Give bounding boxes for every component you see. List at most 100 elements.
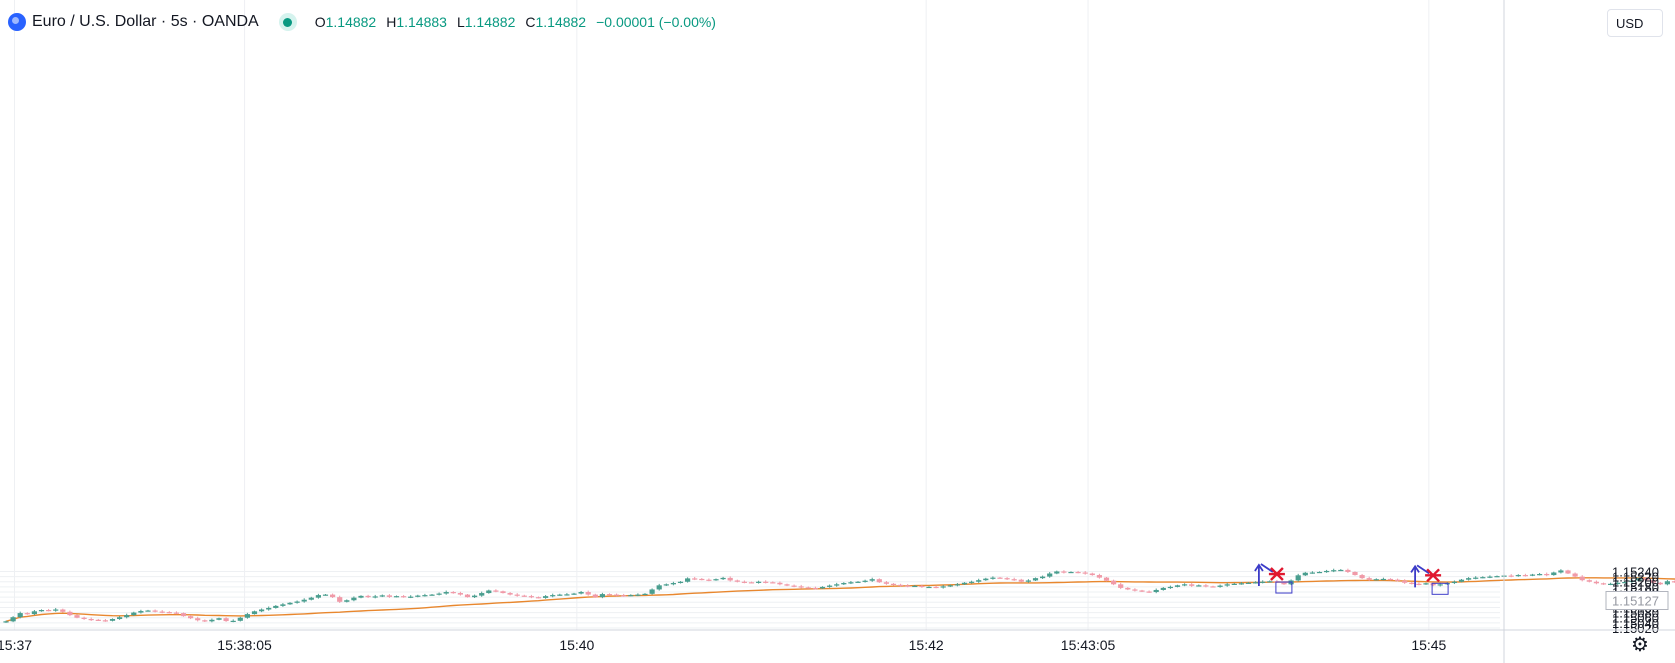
time-tick-label: 15:38:05 — [217, 637, 272, 653]
candle-body — [1238, 583, 1244, 585]
candle-body — [933, 586, 939, 589]
candle-body — [202, 620, 208, 622]
candle-body — [791, 585, 797, 587]
candle-body — [1629, 580, 1635, 582]
candle-body — [479, 593, 485, 596]
candle-body — [876, 579, 882, 583]
ohlc-low: L1.14882 — [456, 14, 516, 30]
candle-body — [17, 613, 23, 618]
candle-body — [1402, 580, 1408, 583]
candle-body — [926, 586, 932, 589]
price-tick-label: 1.15020 — [1612, 621, 1659, 636]
candle-body — [386, 595, 392, 597]
buy-arrow-icon — [1254, 563, 1274, 587]
candle-body — [564, 594, 570, 596]
candle-body — [450, 592, 456, 594]
candle-body — [1160, 587, 1166, 590]
candle-body — [1082, 572, 1088, 574]
candle-body — [961, 582, 968, 585]
candle-body — [1643, 578, 1649, 581]
candle-body — [898, 584, 904, 587]
candle-body — [1387, 578, 1394, 581]
candle-body — [848, 582, 854, 584]
time-tick-label: 15:45 — [1411, 637, 1446, 653]
candle-body — [1224, 584, 1230, 586]
candle-body — [124, 615, 130, 618]
candle-body — [834, 584, 840, 586]
cross-icon — [1268, 567, 1285, 581]
candle-body — [969, 581, 975, 583]
candle-body — [109, 619, 116, 621]
price-tick-label: 1.15040 — [1612, 616, 1659, 631]
candle-body — [869, 579, 875, 581]
candle-body — [1210, 586, 1216, 588]
candle-body — [1196, 585, 1202, 587]
candle-body — [457, 593, 463, 595]
candle-body — [528, 596, 534, 598]
candle-body — [1139, 590, 1145, 592]
gear-icon[interactable]: ⚙ — [1631, 633, 1649, 656]
candle-body — [1615, 582, 1621, 584]
candle-body — [1657, 582, 1663, 585]
candle-body — [486, 590, 492, 594]
candle-body — [24, 613, 30, 615]
candle-body — [1416, 583, 1422, 585]
marker-box — [1431, 582, 1449, 595]
candle-body — [1572, 573, 1578, 577]
candle-body — [1089, 573, 1095, 576]
candle-body — [1075, 571, 1081, 574]
candle-body — [95, 619, 101, 621]
candle-body — [351, 597, 357, 601]
ohlc-close: C1.14882 — [525, 14, 587, 30]
candle-body — [464, 594, 471, 598]
candle-body — [1529, 574, 1536, 576]
market-status-icon[interactable] — [278, 13, 297, 31]
candle-body — [599, 594, 605, 598]
candle-body — [1515, 575, 1521, 577]
candle-body — [3, 621, 9, 623]
candle-body — [784, 584, 790, 586]
candle-body — [1032, 578, 1039, 581]
candle-body — [1437, 584, 1443, 586]
symbol-title[interactable]: Euro / U.S. Dollar · 5s · OANDA — [32, 13, 259, 30]
candle-body — [429, 594, 435, 596]
candle-body — [656, 585, 662, 590]
candle-body — [493, 590, 499, 592]
candle-body — [1395, 579, 1401, 581]
candle-body — [692, 578, 698, 580]
candle-body — [422, 595, 428, 597]
candle-body — [102, 620, 108, 622]
candle-body — [990, 577, 996, 579]
candle-body — [223, 618, 229, 622]
time-tick-label: 15:37 — [0, 637, 32, 653]
candle-body — [401, 596, 407, 598]
candle-body — [614, 594, 620, 596]
currency-selector[interactable]: USD — [1607, 9, 1663, 37]
candle-body — [138, 611, 144, 613]
candle-body — [287, 602, 293, 605]
candle-body — [670, 583, 676, 585]
candle-body — [166, 612, 172, 614]
candle-body — [1373, 579, 1379, 581]
candle-body — [1608, 583, 1614, 585]
candle-body — [883, 582, 889, 584]
candle-body — [983, 578, 989, 581]
candle-body — [862, 580, 868, 582]
candle-body — [216, 618, 222, 620]
candle-body — [131, 612, 137, 616]
candle-body — [1324, 570, 1330, 573]
candle-body — [621, 595, 627, 597]
candle-body — [1146, 591, 1152, 593]
candle-body — [1494, 576, 1500, 578]
candle-body — [1068, 571, 1074, 574]
last-price-label: 1.15127 — [1612, 594, 1659, 609]
candle-body — [244, 614, 250, 618]
candle-body — [1018, 579, 1024, 582]
candle-body — [1295, 575, 1301, 581]
candle-body — [1096, 575, 1102, 578]
candle-body — [954, 584, 960, 586]
currency-label: USD — [1616, 15, 1644, 31]
candle-body — [500, 591, 506, 594]
